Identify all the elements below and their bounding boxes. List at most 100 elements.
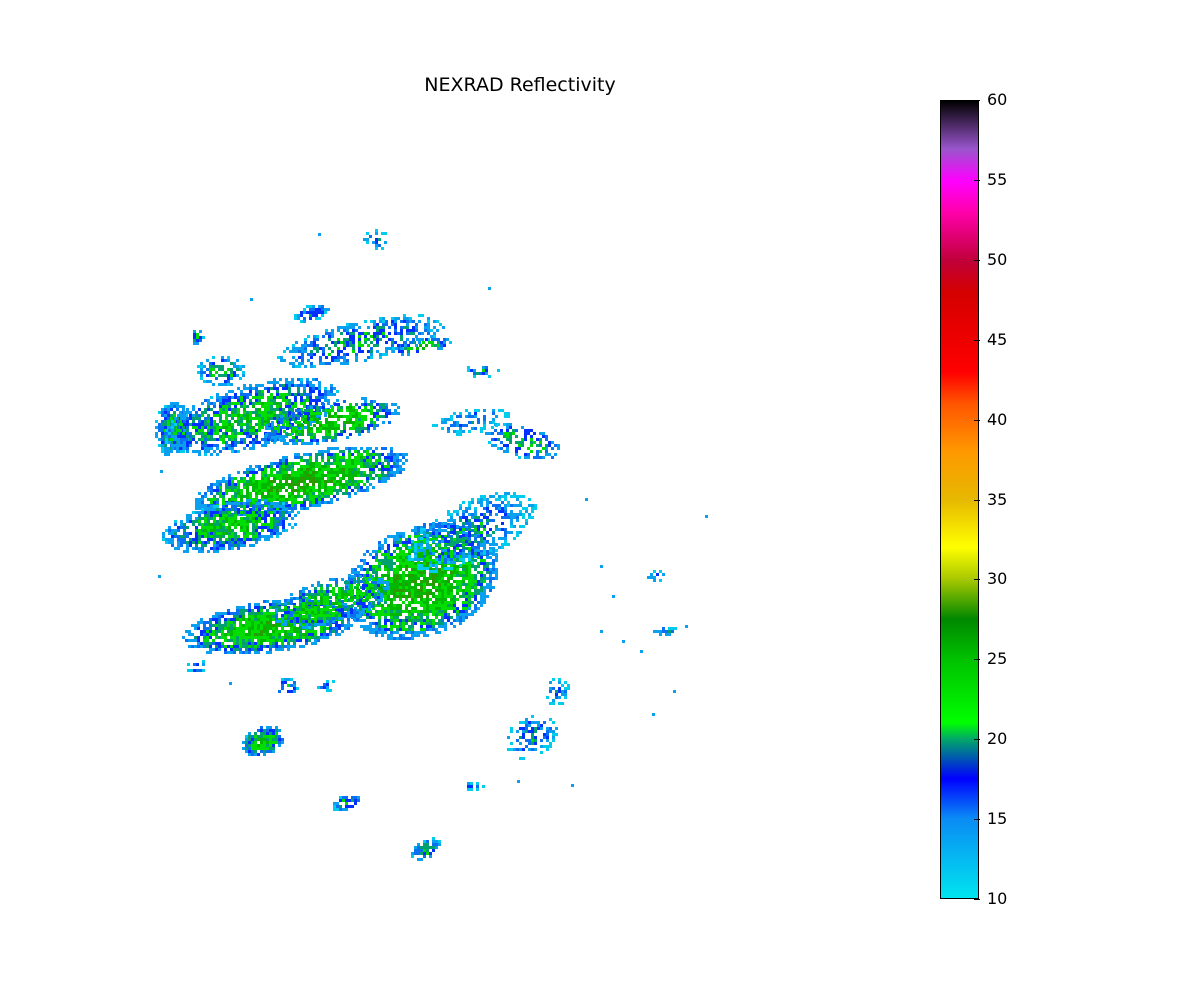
echo-pixel bbox=[338, 612, 341, 615]
echo-pixel bbox=[354, 486, 357, 489]
echo-pixel bbox=[258, 526, 261, 529]
echo-pixel bbox=[444, 567, 447, 570]
echo-pixel bbox=[222, 408, 225, 411]
echo-pixel bbox=[346, 341, 349, 344]
echo-pixel bbox=[171, 538, 174, 541]
echo-pixel bbox=[486, 522, 489, 525]
echo-pixel bbox=[183, 414, 186, 417]
echo-pixel bbox=[510, 513, 513, 516]
echo-pixel bbox=[288, 507, 291, 510]
echo-pixel bbox=[310, 344, 313, 347]
echo-pixel bbox=[417, 613, 420, 616]
echo-pixel bbox=[426, 604, 429, 607]
echo-pixel bbox=[240, 529, 243, 532]
echo-pixel bbox=[453, 552, 456, 555]
echo-pixel bbox=[394, 323, 397, 326]
echo-pixel bbox=[354, 465, 357, 468]
echo-pixel bbox=[276, 483, 279, 486]
echo-pixel bbox=[441, 622, 444, 625]
echo-pixel bbox=[302, 636, 305, 639]
echo-pixel bbox=[468, 547, 471, 550]
echo-pixel bbox=[376, 424, 379, 427]
echo-pixel bbox=[317, 617, 320, 620]
echo-pixel bbox=[206, 642, 209, 645]
echo-pixel bbox=[204, 541, 207, 544]
echo-pixel bbox=[432, 577, 435, 580]
echo-pixel bbox=[384, 459, 387, 462]
echo-pixel bbox=[427, 326, 430, 329]
echo-pixel bbox=[240, 423, 243, 426]
echo-pixel bbox=[400, 320, 403, 323]
echo-pixel bbox=[372, 450, 375, 453]
echo-pixel bbox=[459, 616, 462, 619]
echo-pixel bbox=[480, 574, 483, 577]
echo-pixel bbox=[162, 538, 165, 541]
echo-pixel bbox=[483, 537, 486, 540]
echo-pixel bbox=[213, 541, 216, 544]
echo-pixel bbox=[309, 462, 312, 465]
echo-pixel bbox=[351, 462, 354, 465]
echo-pixel bbox=[162, 535, 165, 538]
echo-pixel bbox=[234, 450, 237, 453]
echo-pixel bbox=[246, 414, 249, 417]
echo-pixel bbox=[456, 513, 459, 516]
echo-pixel bbox=[240, 511, 243, 514]
echo-pixel bbox=[204, 432, 207, 435]
echo-pixel bbox=[255, 414, 258, 417]
echo-pixel bbox=[234, 429, 237, 432]
echo-pixel bbox=[255, 492, 258, 495]
echo-pixel bbox=[385, 335, 388, 338]
echo-pixel bbox=[228, 423, 231, 426]
echo-pixel bbox=[417, 634, 420, 637]
echo-pixel bbox=[381, 553, 384, 556]
echo-pixel bbox=[255, 417, 258, 420]
echo-pixel bbox=[480, 598, 483, 601]
echo-pixel bbox=[489, 495, 492, 498]
echo-pixel bbox=[158, 429, 161, 432]
echo-pixel bbox=[222, 441, 225, 444]
echo-pixel bbox=[465, 553, 468, 556]
echo-pixel bbox=[468, 604, 471, 607]
echo-pixel bbox=[317, 590, 320, 593]
echo-pixel bbox=[343, 356, 346, 359]
echo-pixel bbox=[321, 498, 324, 501]
echo-pixel bbox=[185, 639, 188, 642]
echo-pixel bbox=[376, 326, 379, 329]
echo-pixel bbox=[414, 541, 417, 544]
echo-pixel bbox=[234, 477, 237, 480]
echo-pixel bbox=[280, 415, 283, 418]
echo-pixel bbox=[300, 408, 303, 411]
echo-pixel bbox=[252, 447, 255, 450]
echo-pixel bbox=[189, 438, 192, 441]
echo-pixel bbox=[417, 537, 420, 540]
echo-pixel bbox=[322, 350, 325, 353]
echo-pixel bbox=[372, 486, 375, 489]
echo-pixel bbox=[195, 547, 198, 550]
echo-pixel bbox=[309, 465, 312, 468]
echo-pixel bbox=[288, 387, 291, 390]
echo-pixel bbox=[195, 526, 198, 529]
echo-pixel bbox=[385, 320, 388, 323]
echo-pixel bbox=[426, 562, 429, 565]
echo-pixel bbox=[379, 329, 382, 332]
echo-pixel bbox=[396, 535, 399, 538]
echo-pixel bbox=[279, 402, 282, 405]
echo-pixel bbox=[375, 565, 378, 568]
echo-pixel bbox=[343, 430, 346, 433]
echo-pixel bbox=[233, 618, 236, 621]
echo-pixel bbox=[225, 486, 228, 489]
echo-pixel bbox=[261, 393, 264, 396]
echo-pixel bbox=[207, 504, 210, 507]
echo-pixel bbox=[324, 489, 327, 492]
echo-pixel bbox=[348, 574, 351, 577]
echo-pixel bbox=[213, 444, 216, 447]
echo-pixel bbox=[324, 465, 327, 468]
echo-pixel bbox=[276, 477, 279, 480]
echo-pixel bbox=[282, 423, 285, 426]
echo-pixel bbox=[192, 423, 195, 426]
echo-pixel bbox=[375, 625, 378, 628]
echo-pixel bbox=[278, 609, 281, 612]
echo-pixel bbox=[355, 421, 358, 424]
echo-pixel bbox=[456, 616, 459, 619]
